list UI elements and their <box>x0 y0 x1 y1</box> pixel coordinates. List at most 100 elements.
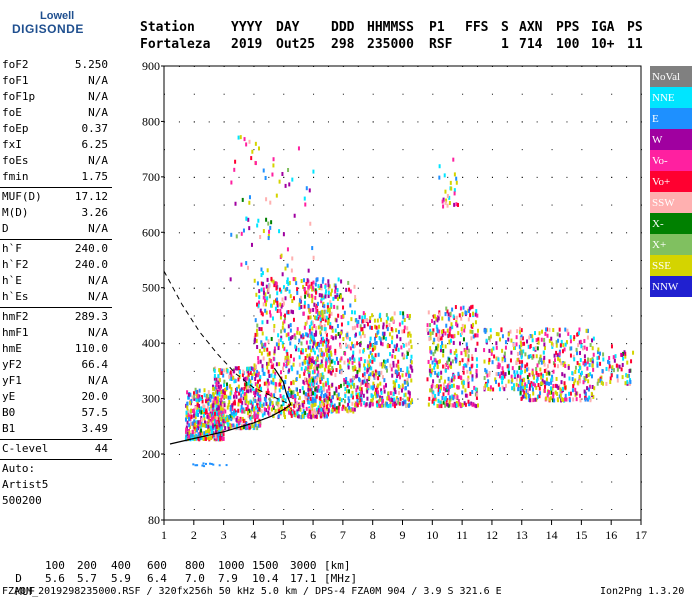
auto-note: 500200 <box>0 494 112 510</box>
grid-dot <box>521 66 523 67</box>
echo-point <box>304 348 307 353</box>
echo-point <box>346 381 349 386</box>
echo-point <box>534 397 537 402</box>
echo-point <box>241 400 244 405</box>
echo-point <box>352 376 355 381</box>
echo-point <box>453 403 456 408</box>
echo-point <box>289 411 292 416</box>
echo-point <box>239 399 242 404</box>
echo-point <box>197 394 200 399</box>
echo-point <box>405 403 408 408</box>
echo-point <box>343 310 346 315</box>
param-name: foE <box>2 106 22 119</box>
echo-point <box>328 386 331 391</box>
echo-point <box>294 277 297 282</box>
echo-point <box>544 381 547 386</box>
header-value-iga: 10+ <box>591 37 615 52</box>
echo-point <box>395 363 398 368</box>
echo-point <box>353 325 356 330</box>
echo-point <box>255 405 258 410</box>
echo-point <box>263 298 266 303</box>
echo-point <box>483 375 486 380</box>
echo-point <box>356 323 359 328</box>
echo-point <box>430 350 433 355</box>
echo-point <box>557 356 560 361</box>
echo-point <box>217 376 220 381</box>
echo-point <box>556 353 559 358</box>
echo-point <box>599 378 602 383</box>
echo-point <box>275 401 278 406</box>
grid-dot <box>491 149 493 151</box>
param-row: yF2 66.4 <box>0 358 112 374</box>
echo-point <box>379 362 382 367</box>
grid-dot <box>193 343 195 345</box>
echo-point <box>562 397 565 402</box>
echo-point <box>437 343 440 348</box>
param-value: 5.250 <box>74 58 108 71</box>
echo-point <box>377 383 380 388</box>
echo-point <box>439 400 442 405</box>
echo-point <box>359 324 362 329</box>
echo-point <box>349 289 352 294</box>
echo-point <box>437 371 440 376</box>
echo-point <box>524 369 527 374</box>
echo-point <box>308 284 311 289</box>
echo-point <box>319 401 322 406</box>
echo-point <box>440 404 443 409</box>
echo-point <box>453 188 456 193</box>
echo-point <box>187 434 190 439</box>
echo-point <box>272 328 275 333</box>
echo-point <box>235 366 238 371</box>
grid-dot <box>193 149 195 151</box>
echo-point <box>350 384 353 389</box>
echo-point <box>373 357 376 362</box>
grid-dot <box>283 121 285 123</box>
grid-dot <box>238 343 240 345</box>
echo-point <box>352 344 355 349</box>
echo-point <box>504 358 507 363</box>
echo-point <box>517 387 520 392</box>
echo-point <box>438 175 441 180</box>
echo-point <box>530 381 533 386</box>
echo-point <box>228 374 231 379</box>
echo-point <box>436 360 439 365</box>
echo-point <box>587 387 590 392</box>
echo-point <box>552 342 555 347</box>
echo-point <box>316 341 319 346</box>
echo-point <box>188 430 191 435</box>
echo-point <box>304 294 307 299</box>
echo-point <box>426 323 429 328</box>
echo-point <box>433 314 436 319</box>
echo-point <box>203 405 206 410</box>
echo-point <box>352 350 355 355</box>
echo-point <box>580 370 583 375</box>
echo-point <box>624 381 627 386</box>
echo-point <box>475 373 478 378</box>
echo-point <box>400 345 403 350</box>
echo-point <box>313 332 316 337</box>
echo-point <box>524 352 527 357</box>
echo-point <box>267 339 270 344</box>
echo-point <box>593 386 596 391</box>
echo-point <box>253 414 256 419</box>
echo-point <box>463 401 466 406</box>
echo-point <box>222 389 225 394</box>
echo-point <box>520 383 523 388</box>
echo-point <box>348 389 351 394</box>
header-label-year: YYYY <box>231 20 263 35</box>
echo-point <box>247 369 250 374</box>
echo-point <box>440 370 443 375</box>
header-value-pps: 100 <box>556 37 580 52</box>
echo-point <box>566 328 569 333</box>
echo-point <box>320 296 323 301</box>
echo-point <box>597 378 600 383</box>
echo-point <box>369 336 372 341</box>
echo-point <box>346 408 349 413</box>
echo-point <box>304 202 307 207</box>
echo-point <box>476 313 479 318</box>
echo-point <box>328 307 331 312</box>
echo-point <box>236 423 239 428</box>
echo-point <box>302 414 305 419</box>
echo-point <box>403 380 406 385</box>
echo-point <box>391 373 394 378</box>
